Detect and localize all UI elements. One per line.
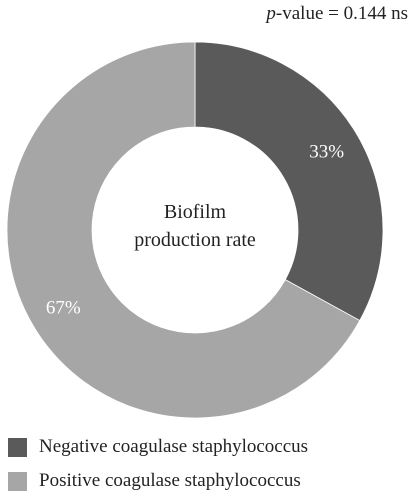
p-value-prefix: p xyxy=(266,3,276,24)
legend-swatch-positive xyxy=(8,471,27,491)
legend-label-positive: Positive coagulase staphylococcus xyxy=(39,470,301,491)
legend-item-negative: Negative coagulase staphylococcus xyxy=(8,430,308,464)
legend-swatch-negative xyxy=(8,437,27,457)
p-value-annotation: p-value = 0.144 ns xyxy=(266,3,408,25)
slice-labels: 33% 67% xyxy=(46,142,344,319)
legend-item-positive: Positive coagulase staphylococcus xyxy=(8,464,308,498)
slice-negative xyxy=(194,41,384,322)
slice-label-negative: 33% xyxy=(309,142,344,163)
center-label-line-1: Biofilm xyxy=(164,201,227,223)
donut-slices xyxy=(6,41,384,419)
legend: Negative coagulase staphylococcus Positi… xyxy=(8,430,308,498)
slice-positive xyxy=(6,41,361,419)
legend-label-negative: Negative coagulase staphylococcus xyxy=(39,436,309,457)
p-value-text: -value = 0.144 ns xyxy=(275,3,408,24)
center-label-line-2: production rate xyxy=(134,229,256,251)
slice-label-positive: 67% xyxy=(46,297,81,318)
